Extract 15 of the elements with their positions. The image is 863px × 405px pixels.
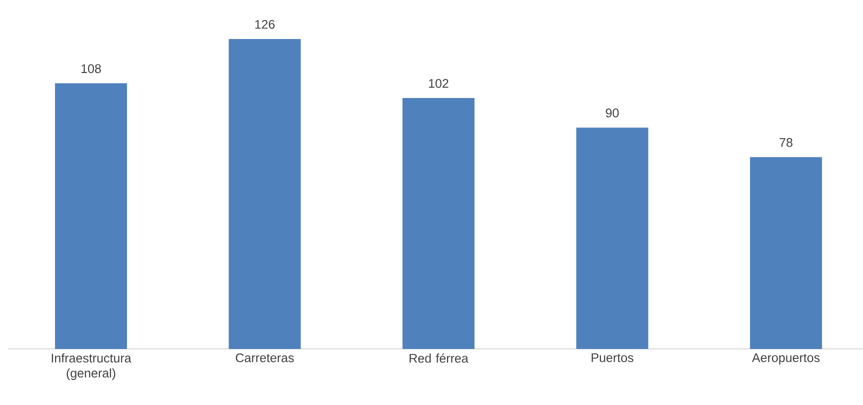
bar [55, 83, 127, 349]
data-label: 108 [82, 64, 101, 74]
bar [750, 157, 822, 349]
data-label: 102 [429, 79, 448, 88]
x-tick-label: Infraestructura (general) [52, 353, 132, 380]
data-label: 126 [255, 20, 275, 29]
x-tick-label: Red férrea [410, 353, 468, 363]
x-tick-label: Puertos [592, 353, 634, 362]
x-tick-label: Carreteras [236, 353, 294, 362]
bar [576, 128, 648, 349]
bar [228, 39, 301, 349]
data-label: 78 [780, 138, 792, 147]
bar [402, 98, 474, 349]
data-label: 90 [606, 108, 619, 118]
x-tick-label: Aeropuertos [752, 353, 820, 365]
